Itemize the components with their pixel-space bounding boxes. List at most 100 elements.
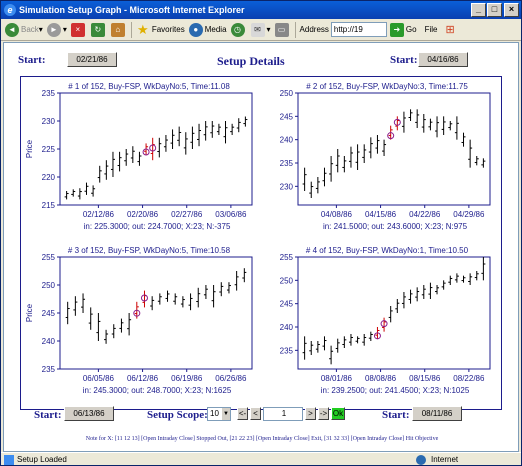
x-tick-label: 08/15/86 — [409, 374, 441, 383]
scope-label: Setup Scope: — [147, 409, 208, 421]
y-tick-label: 220 — [42, 173, 56, 182]
media-button[interactable]: ● Media — [188, 22, 227, 37]
forward-arrow-icon: ► — [46, 22, 61, 37]
y-tick-label: 235 — [42, 89, 56, 98]
mail-button[interactable]: ✉ ▾ — [250, 22, 271, 37]
maximize-button[interactable]: □ — [487, 3, 502, 17]
y-tick-label: 255 — [280, 253, 294, 262]
history-icon: ◷ — [230, 22, 245, 37]
first-page-button[interactable]: <- — [237, 407, 248, 420]
y-tick-label: 240 — [280, 136, 294, 145]
last-page-button[interactable]: -> — [318, 407, 329, 420]
y-tick-label: 225 — [42, 145, 56, 154]
chart-svg: # 3 of 152, Buy-FSP, WkDayNo:5, Time:10.… — [25, 246, 253, 395]
chart-title: # 3 of 152, Buy-FSP, WkDayNo:5, Time:10.… — [68, 246, 231, 255]
start-date-button-4[interactable]: 08/11/86 — [412, 406, 462, 421]
trade-marker — [393, 118, 401, 126]
x-tick-label: 02/12/86 — [83, 210, 115, 219]
chevron-down-icon: ▼ — [222, 408, 230, 420]
back-button[interactable]: ◄ Back ▾ — [5, 22, 43, 37]
address-input[interactable]: http://19 — [330, 22, 387, 37]
chart-footer: in: 241.5000; out: 243.6000; X:23; N:975 — [323, 222, 468, 231]
chart-svg: # 4 of 152, Buy-FSP, WkDayNo:1, Time:10.… — [280, 246, 491, 395]
y-tick-label: 235 — [280, 346, 294, 355]
star-icon: ★ — [137, 21, 149, 37]
ok-button[interactable]: Ok — [331, 407, 345, 420]
status-bar: Setup Loaded Internet — [1, 452, 521, 466]
page-input[interactable]: 1 — [263, 407, 303, 421]
zone-text: Internet — [431, 455, 459, 464]
y-tick-label: 215 — [42, 201, 56, 210]
favorites-button[interactable]: ★ Favorites — [137, 21, 185, 37]
chart-footer: in: 245.3000; out: 248.7000; X:23; N:162… — [83, 386, 232, 395]
refresh-button[interactable]: ↻ — [90, 22, 107, 37]
y-tick-label: 245 — [280, 112, 294, 121]
x-tick-label: 04/08/86 — [321, 210, 353, 219]
trade-marker — [142, 148, 150, 156]
y-tick-label: 230 — [42, 117, 56, 126]
plot-area — [59, 256, 253, 370]
print-icon: ▭ — [274, 22, 289, 37]
x-tick-label: 04/29/86 — [453, 210, 485, 219]
x-tick-label: 02/27/86 — [171, 210, 203, 219]
go-button[interactable]: ➜ Go — [389, 22, 417, 37]
media-globe-icon: ● — [188, 22, 203, 37]
y-tick-label: 235 — [280, 159, 294, 168]
home-icon: ⌂ — [110, 22, 125, 37]
start-label-4: Start: — [382, 409, 410, 421]
go-arrow-icon: ➜ — [389, 22, 404, 37]
x-tick-label: 03/06/86 — [215, 210, 247, 219]
y-tick-label: 250 — [42, 281, 56, 290]
minimize-button[interactable]: _ — [471, 3, 486, 17]
stop-button[interactable]: × — [70, 22, 87, 37]
back-arrow-icon: ◄ — [5, 22, 19, 37]
chart-svg: # 1 of 152, Buy-FSP, WkDayNo:5, Time:11.… — [25, 82, 253, 231]
x-tick-label: 02/20/86 — [127, 210, 159, 219]
start-date-button-3[interactable]: 06/13/86 — [64, 406, 114, 421]
y-tick-label: 240 — [42, 337, 56, 346]
x-tick-label: 08/01/86 — [321, 374, 353, 383]
windows-logo-icon: ⊞ — [445, 24, 455, 36]
close-button[interactable]: × — [504, 3, 519, 17]
mail-icon: ✉ — [250, 22, 265, 37]
scope-select[interactable]: 10 ▼ — [207, 407, 231, 421]
globe-icon — [416, 454, 426, 465]
title-bar: e Simulation Setup Graph - Microsoft Int… — [1, 1, 521, 19]
trade-marker — [387, 132, 395, 140]
address-label: Address — [299, 25, 329, 34]
plot-area — [297, 256, 491, 370]
start-date-button[interactable]: 02/21/86 — [67, 52, 117, 67]
chart-footer: in: 225.3000; out: 224.7000; X:23; N:-37… — [84, 222, 231, 231]
forward-button[interactable]: ► ▾ — [46, 22, 67, 37]
trade-marker — [380, 320, 388, 328]
y-axis-label: Price — [25, 303, 34, 322]
chart-svg: # 2 of 152, Buy-FSP, WkDayNo:3, Time:11.… — [280, 82, 491, 231]
home-button[interactable]: ⌂ — [110, 22, 127, 37]
toolbar-divider — [130, 21, 132, 38]
x-tick-label: 04/22/86 — [409, 210, 441, 219]
legend-note: Note for X: [11 12 13] [Open Intraday Cl… — [85, 436, 439, 442]
toolbar: ◄ Back ▾ ► ▾ × ↻ ⌂ ★ Favorites ● Media ◷ ✉ ▾ … — [1, 19, 521, 41]
next-page-button[interactable]: > — [305, 407, 316, 420]
prev-page-button[interactable]: < — [250, 407, 261, 420]
y-tick-label: 235 — [42, 365, 56, 374]
window-title: Simulation Setup Graph - Microsoft Inter… — [19, 5, 245, 15]
page-content: Start: 02/21/86 Setup Details Start: 04/… — [3, 42, 519, 452]
file-menu[interactable]: File — [424, 25, 438, 34]
start-date-button-2[interactable]: 04/16/86 — [418, 52, 468, 67]
start-label: Start: — [18, 54, 46, 66]
x-tick-label: 08/22/86 — [453, 374, 485, 383]
chart-title: # 1 of 152, Buy-FSP, WkDayNo:5, Time:11.… — [68, 82, 230, 91]
x-tick-label: 06/12/86 — [127, 374, 159, 383]
y-tick-label: 230 — [280, 182, 294, 191]
history-button[interactable]: ◷ — [230, 22, 247, 37]
trade-marker — [373, 332, 381, 340]
page-icon — [4, 454, 14, 465]
print-button[interactable]: ▭ — [274, 22, 291, 37]
x-tick-label: 06/19/86 — [171, 374, 203, 383]
bottom-controls: Start: 06/13/86 Setup Scope: 10 ▼ <- < 1 … — [4, 403, 520, 433]
x-tick-label: 06/26/86 — [215, 374, 247, 383]
y-axis-label: Price — [25, 139, 34, 158]
ie-logo-icon: e — [4, 4, 16, 16]
